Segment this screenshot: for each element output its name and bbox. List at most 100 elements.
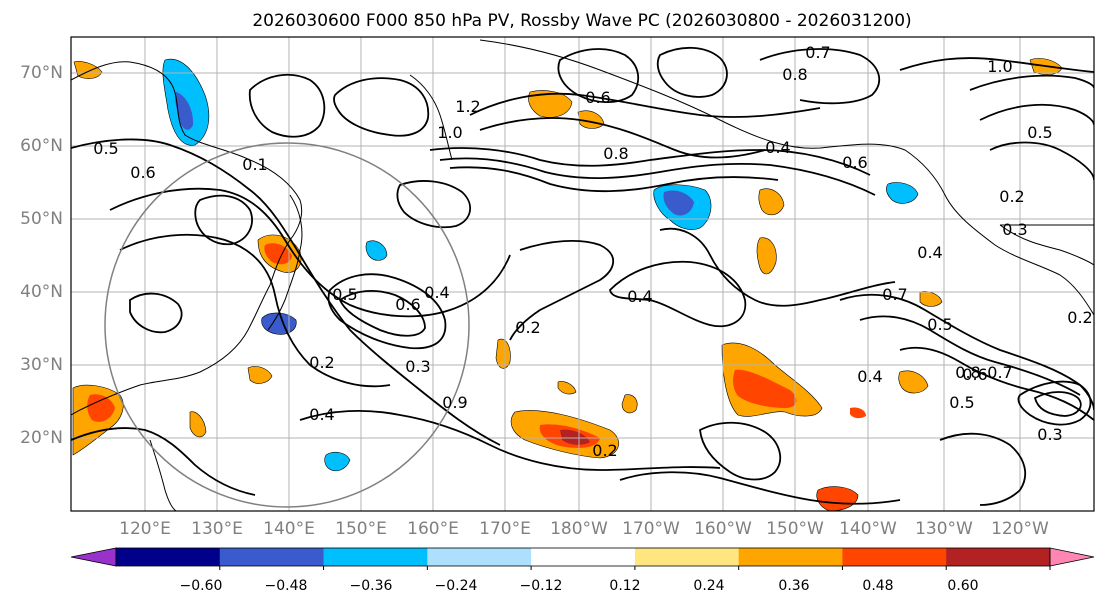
- map-panel: 0.50.60.50.60.40.20.40.30.40.20.40.80.61…: [70, 36, 1095, 512]
- lat-label: 20°N: [20, 428, 63, 448]
- pv-contour: [327, 273, 447, 350]
- pv-contour: [969, 74, 1094, 91]
- colorbar-segment: [738, 548, 843, 566]
- pv-contour: [619, 471, 901, 505]
- contour-label: 0.3: [1037, 425, 1062, 444]
- lon-label: 150°W: [766, 519, 824, 539]
- lon-label: 180°W: [550, 519, 608, 539]
- colorbar-labels: −0.60 −0.48 −0.36 −0.24 −0.12 0.12 0.24 …: [180, 578, 979, 594]
- contour-label: 0.5: [927, 315, 952, 334]
- colorbar-segment: [427, 548, 532, 566]
- pv-contour: [699, 421, 782, 481]
- pv-contour: [119, 233, 391, 388]
- contour-label: 0.2: [1067, 308, 1092, 327]
- pv-contour: [71, 138, 501, 446]
- colorbar-label: −0.36: [350, 578, 393, 594]
- contour-label: 0.1: [242, 155, 267, 174]
- contour-label: 0.5: [93, 139, 118, 158]
- colorbar: [70, 547, 1095, 570]
- colorbar-label: −0.60: [180, 578, 223, 594]
- coastlines: [71, 39, 1094, 511]
- contour-label: 1.0: [987, 57, 1012, 76]
- contour-label: 0.2: [515, 318, 540, 337]
- lat-label: 30°N: [20, 355, 63, 375]
- japan-coastline: [267, 194, 303, 331]
- lon-label: 170°W: [622, 519, 680, 539]
- pv-contours: [71, 46, 1094, 506]
- contour-label: 0.2: [592, 441, 617, 460]
- colorbar-label: 0.36: [778, 578, 809, 594]
- contour-label: 0.6: [585, 88, 610, 107]
- lon-label: 150°E: [335, 519, 387, 539]
- contour-label: 1.2: [455, 97, 480, 116]
- pv-anomaly-shading: [72, 58, 1063, 511]
- kamchatka-coastline: [409, 74, 453, 161]
- pv-contour: [109, 187, 511, 318]
- lon-label: 160°W: [694, 519, 752, 539]
- graticule: [71, 37, 1094, 511]
- lon-label: 140°W: [839, 519, 897, 539]
- pv-contour: [248, 73, 326, 138]
- lon-label: 130°E: [191, 519, 243, 539]
- colorbar-label: −0.24: [435, 578, 478, 594]
- colorbar-label: 0.12: [609, 578, 640, 594]
- pv-contour: [1017, 380, 1092, 426]
- contour-label: 0.2: [309, 353, 334, 372]
- anomaly-patch: [816, 486, 859, 511]
- contour-label: 0.6: [962, 365, 987, 384]
- contour-label: 0.9: [442, 393, 467, 412]
- anomaly-patch: [621, 394, 638, 414]
- lat-label: 60°N: [20, 136, 63, 156]
- contour-label: 0.3: [1002, 220, 1027, 239]
- contour-label: 0.5: [949, 393, 974, 412]
- contour-label: 0.8: [603, 144, 628, 163]
- contour-label: 0.4: [917, 243, 942, 262]
- contour-label: 0.7: [882, 285, 907, 304]
- pv-contour: [429, 147, 871, 176]
- colorbar-segment: [842, 548, 947, 566]
- anomaly-patch: [495, 338, 511, 369]
- contour-label: 0.8: [955, 363, 980, 382]
- pv-contour: [899, 57, 1094, 73]
- contour-label: 0.7: [805, 43, 830, 62]
- pv-contour: [859, 315, 1081, 396]
- latitude-labels: 70°N 60°N 50°N 40°N 30°N 20°N: [20, 63, 63, 448]
- anomaly-patch: [189, 411, 207, 438]
- anomaly-patch: [758, 188, 785, 216]
- anomaly-patch: [898, 370, 929, 394]
- anomaly-patch: [733, 369, 797, 408]
- anomaly-patch: [247, 366, 273, 384]
- pv-contour: [609, 260, 747, 328]
- colorbar-segment: [116, 548, 221, 566]
- pv-contour: [71, 427, 256, 496]
- contour-label: 1.0: [437, 123, 462, 142]
- pv-contour: [979, 103, 1094, 126]
- contour-label: 0.4: [857, 367, 882, 386]
- contour-label: 0.5: [332, 285, 357, 304]
- pv-contour: [449, 166, 779, 193]
- pv-contour: [129, 292, 183, 334]
- philippines-coastline: [149, 439, 177, 511]
- pv-contour: [557, 48, 640, 104]
- pv-contour: [659, 227, 896, 307]
- anomaly-patch: [365, 240, 388, 261]
- colorbar-extend-min: [70, 547, 117, 567]
- anomaly-patch: [663, 190, 694, 216]
- anomaly-patch: [850, 407, 866, 419]
- lat-label: 40°N: [20, 282, 63, 302]
- asia-coastline: [71, 61, 303, 416]
- contour-label: 0.4: [424, 283, 449, 302]
- pv-contour: [759, 48, 881, 105]
- anomaly-patch: [886, 182, 919, 204]
- longitude-labels: 120°E 130°E 140°E 150°E 160°E 170°E 180°…: [119, 519, 1049, 539]
- contour-label: 0.6: [395, 295, 420, 314]
- contour-label: 0.4: [627, 287, 652, 306]
- colorbar-label: 0.60: [947, 578, 978, 594]
- pv-contour: [299, 409, 721, 471]
- contour-label: 0.6: [842, 153, 867, 172]
- contour-label: 0.7: [987, 363, 1012, 382]
- alaska-coastline: [479, 39, 1094, 316]
- colorbar-extend-max: [1049, 547, 1095, 567]
- pv-contour: [509, 239, 615, 341]
